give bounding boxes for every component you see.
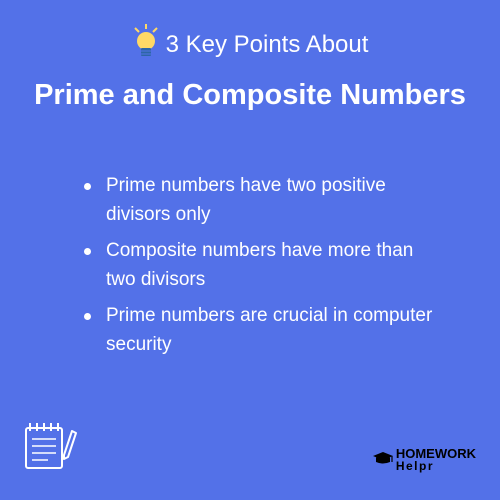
header-row: 3 Key Points About bbox=[0, 24, 500, 65]
graduation-cap-icon bbox=[372, 451, 394, 469]
subtitle: 3 Key Points About bbox=[166, 31, 369, 59]
lightbulb-icon bbox=[132, 24, 160, 65]
page-title: Prime and Composite Numbers bbox=[0, 79, 500, 112]
logo-line2: Helpr bbox=[396, 460, 476, 472]
brand-logo: HOMEWORK Helpr bbox=[372, 447, 476, 472]
header: 3 Key Points About Prime and Composite N… bbox=[0, 0, 500, 112]
notepad-icon bbox=[20, 415, 80, 480]
list-item: Prime numbers have two positive divisors… bbox=[80, 172, 440, 229]
logo-text: HOMEWORK Helpr bbox=[396, 447, 476, 472]
key-points-list: Prime numbers have two positive divisors… bbox=[0, 112, 500, 359]
list-item: Prime numbers are crucial in computer se… bbox=[80, 302, 440, 359]
list-item: Composite numbers have more than two div… bbox=[80, 237, 440, 294]
